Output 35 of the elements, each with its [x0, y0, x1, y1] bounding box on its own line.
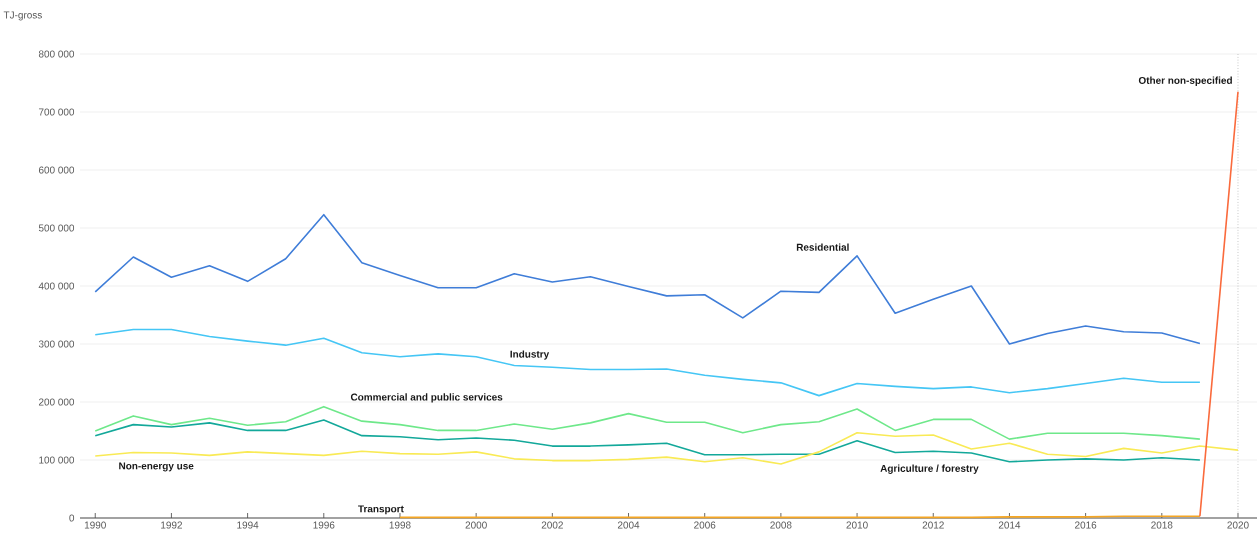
x-tick-label: 2020 [1227, 521, 1249, 529]
series-label: Commercial and public services [350, 393, 503, 403]
y-tick-label: 0 [69, 514, 75, 522]
x-tick-label: 2002 [541, 521, 563, 529]
y-axis-title: TJ-gross [3, 11, 42, 21]
series-label: Residential [796, 243, 849, 251]
y-tick-label: 300 000 [38, 340, 75, 348]
y-tick-label: 800 000 [38, 50, 75, 58]
x-tick-label: 1990 [84, 521, 106, 529]
y-tick-label: 100 000 [39, 456, 75, 464]
x-tick-label: 2004 [617, 521, 640, 529]
series-label: Agriculture / forestry [880, 464, 979, 474]
x-tick-label: 1998 [389, 521, 411, 529]
y-tick-label: 500 000 [38, 224, 75, 232]
y-tick-label: 600 000 [38, 166, 75, 174]
y-tick-label: 200 000 [38, 398, 75, 406]
x-tick-label: 2000 [465, 521, 487, 529]
x-tick-label: 2016 [1075, 521, 1097, 529]
x-tick-label: 2014 [998, 521, 1021, 529]
y-tick-label: 700 000 [38, 108, 75, 116]
y-tick-label: 400 000 [38, 282, 75, 290]
series-label: Non-energy use [119, 462, 194, 472]
x-tick-label: 2008 [770, 521, 792, 529]
series-label: Transport [358, 505, 404, 515]
series-label: Industry [510, 350, 550, 360]
series-label: Other non-specified [1138, 76, 1232, 86]
x-tick-label: 1992 [161, 521, 182, 529]
line-series [94, 419, 1201, 463]
x-tick-label: 2012 [922, 521, 944, 529]
line-series [94, 213, 1201, 345]
x-tick-label: 1994 [237, 521, 259, 529]
x-tick-label: 2018 [1151, 521, 1173, 529]
x-tick-label: 1996 [313, 521, 335, 529]
x-tick-label: 2010 [846, 521, 868, 529]
x-tick-label: 2006 [694, 521, 716, 529]
